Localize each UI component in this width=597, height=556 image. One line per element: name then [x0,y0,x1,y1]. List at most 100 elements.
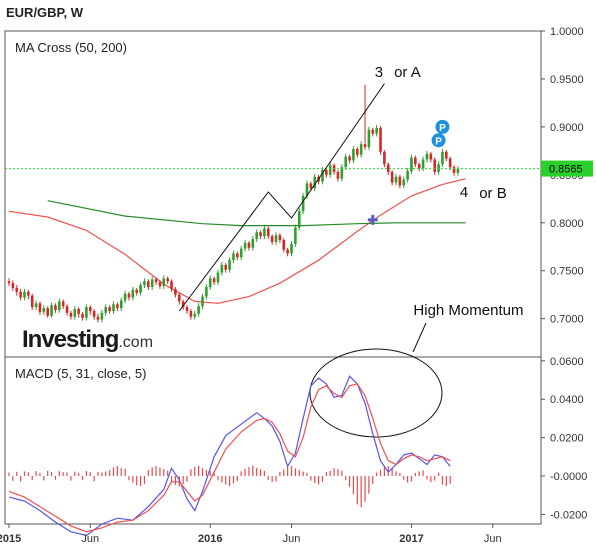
candle-body [104,307,108,313]
candle-body [54,305,57,311]
candle-body [340,167,344,179]
ma-cross-marker [367,214,378,225]
candle-body [236,253,239,258]
candle-body [127,293,131,298]
candle-body [193,313,197,317]
candle-body [201,296,204,307]
candle-body [181,301,185,308]
signal-marker-label: P [439,123,446,134]
candle-body [143,281,146,286]
candle-body [150,279,154,288]
candle-body [456,169,460,173]
candle-body [85,307,88,318]
candle-body [34,303,38,308]
candle-body [441,151,444,165]
watermark-suffix: .com [118,334,153,351]
x-tick-label: Jun [81,533,99,545]
candle-body [352,148,355,161]
macd-y-tick-label: 0.0600 [550,356,584,368]
candle-body [92,310,96,317]
candle-body [251,239,255,248]
candle-body [11,283,15,288]
candle-body [23,291,26,298]
macd-line [8,375,451,537]
price-panel-title: MA Cross (50, 200) [15,40,127,55]
candle-body [131,289,135,298]
current-price-label: 0.8565 [549,164,583,176]
candle-body [112,304,115,311]
candle-body [232,253,235,261]
candle-body [96,316,100,320]
macd-y-tick-label: -0.0000 [550,471,587,483]
candle-body [65,306,69,313]
candle-body [406,170,409,180]
candle-body [356,148,359,155]
annotation-label: 3 [375,64,383,81]
momentum-pointer [412,322,427,353]
candle-body [321,170,324,182]
zigzag-channel-line [178,83,385,312]
annotation-label: High Momentum [413,302,523,319]
candle-body [27,291,30,296]
candle-body [305,183,309,196]
macd-layer [8,322,451,537]
x-tick-label: 2015 [0,533,21,545]
candle-body [313,176,317,189]
candle-body [30,295,34,308]
candle-body [174,288,177,295]
signal-marker-label: P [435,136,442,147]
candle-body [19,291,22,298]
candle-body [81,313,84,318]
candle-body [58,301,61,311]
candle-body [386,164,390,172]
candle-body [154,279,158,283]
annotation-label: or A [394,64,421,81]
candle-body [170,281,173,289]
candle-body [414,157,417,165]
price-y-tick-label: 0.7500 [550,266,584,278]
candle-body [348,156,351,161]
watermark-brand: Investing [22,326,119,353]
candle-body [185,307,189,311]
candle-body [390,171,394,183]
candle-body [243,242,247,249]
candle-body [270,236,274,242]
candle-body [379,127,382,152]
ma-50-line [47,200,466,227]
price-y-tick-label: 0.7000 [550,314,584,326]
candle-body [158,282,162,287]
macd-y-tick-label: 0.0400 [550,394,584,406]
annotation-label: or B [479,185,507,202]
candle-body [367,129,371,148]
candle-body [212,278,216,283]
candle-body [42,308,46,312]
current-price-tag [541,160,593,177]
price-y-tick-label: 0.8000 [550,218,584,230]
macd-panel-frame [4,356,542,525]
candle-body [282,240,286,250]
candle-body [290,243,293,254]
candle-body [371,129,375,134]
x-tick-label: 2016 [198,533,222,545]
candle-body [119,300,123,309]
candle-body [278,235,282,241]
watermark-logo: Investing.com [22,326,153,353]
candle-body [421,159,425,169]
candle-body [274,235,278,242]
signal-marker-circle [431,133,446,148]
candle-body [197,306,200,314]
x-tick-label: Jun [484,533,502,545]
candle-body [383,151,386,165]
price-y-tick-label: 0.9500 [550,74,584,86]
signal-line [8,383,451,533]
momentum-ellipse [309,348,443,438]
candle-body [69,312,73,317]
macd-y-tick-label: -0.0200 [550,509,587,521]
candle-body [162,278,166,287]
candle-body [205,287,208,297]
candle-body [220,264,224,273]
candle-body [50,305,53,316]
candle-body [116,304,119,309]
